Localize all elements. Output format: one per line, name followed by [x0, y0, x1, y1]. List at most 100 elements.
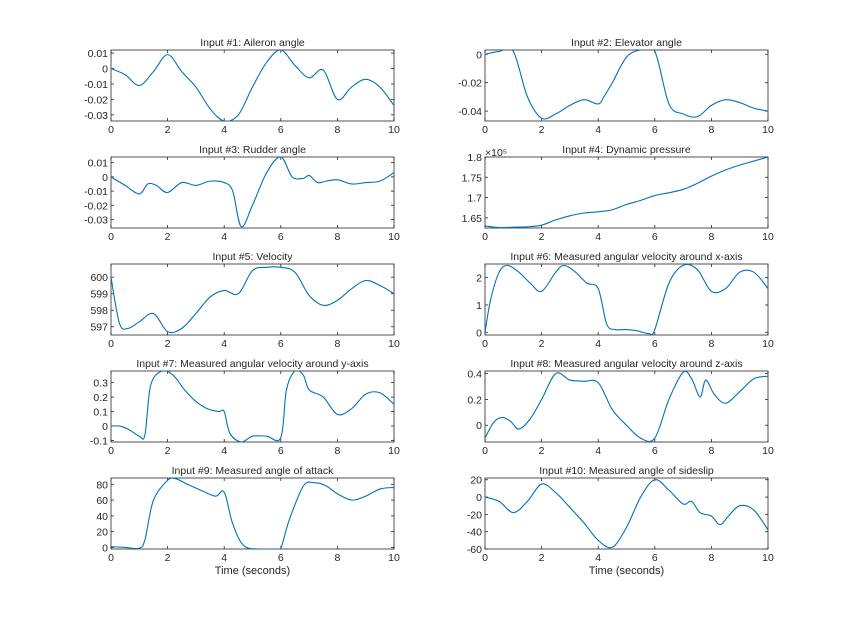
y-tick-label: -0.1 — [90, 436, 108, 448]
axes-frame — [110, 263, 395, 336]
subplot-2: Input #2: Elevator angle 0 2 4 6 8 10 0 -0.02 -0.… — [458, 37, 774, 136]
subplot-4: Input #4: Dynamic pressure 0 2 4 6 8 10 1.8 1.75… — [462, 144, 774, 243]
y-tick-label: 597 — [90, 322, 108, 334]
y-tick-label: -0.03 — [84, 214, 108, 226]
y-tick-label: -0.02 — [84, 94, 108, 106]
x-tick-label: 8 — [708, 338, 714, 350]
axes-frame — [484, 49, 769, 122]
subplot-title: Input #7: Measured angular velocity arou… — [136, 358, 368, 370]
x-tick-label: 10 — [762, 124, 774, 136]
x-tick-label: 2 — [165, 552, 171, 564]
subplot-9: Input #9: Measured angle of attack 0 2 4 6 8 1… — [96, 465, 400, 577]
y-tick-label: 1 — [476, 300, 482, 312]
axes-frame — [484, 370, 769, 443]
x-tick-label: 0 — [482, 124, 488, 136]
x-tick-label: 8 — [334, 124, 340, 136]
x-tick-label: 4 — [221, 552, 227, 564]
y-tick-label: 0.2 — [467, 394, 482, 406]
x-tick-label: 0 — [108, 124, 114, 136]
series-line — [485, 479, 768, 549]
y-tick-label: 0.1 — [93, 407, 108, 419]
x-tick-label: 2 — [165, 445, 171, 457]
subplot-title: Input #8: Measured angular velocity arou… — [510, 358, 742, 370]
subplot-3: Input #3: Rudder angle 0 2 4 6 8 10 0.01 0 -0.01 -… — [84, 144, 400, 243]
x-tick-label: 10 — [762, 338, 774, 350]
y-tick-label: 0 — [476, 420, 482, 432]
y-tick-label: 0 — [476, 327, 482, 339]
series-line — [485, 264, 768, 335]
y-tick-label: 0 — [476, 492, 482, 504]
x-tick-label: 6 — [278, 445, 284, 457]
y-tick-label: 0.01 — [88, 48, 109, 60]
x-tick-label: 6 — [278, 552, 284, 564]
x-tick-label: 8 — [334, 338, 340, 350]
x-tick-label: 10 — [762, 552, 774, 564]
x-tick-label: 2 — [165, 124, 171, 136]
y-tick-label: -0.02 — [458, 78, 482, 90]
x-tick-label: 4 — [221, 338, 227, 350]
x-tick-label: 10 — [388, 445, 400, 457]
subplot-title: Input #1: Aileron angle — [200, 37, 305, 49]
y-tick-label: 1.7 — [467, 193, 482, 205]
x-tick-label: 6 — [652, 552, 658, 564]
series-line — [485, 157, 768, 228]
x-tick-label: 6 — [652, 338, 658, 350]
axes-frame — [110, 477, 395, 550]
x-tick-label: 4 — [595, 338, 601, 350]
axes-frame — [484, 477, 769, 550]
y-tick-label: 60 — [96, 495, 108, 507]
y-tick-label: 2 — [476, 273, 482, 285]
x-tick-label: 0 — [482, 231, 488, 243]
x-tick-label: 4 — [595, 552, 601, 564]
axes-frame — [484, 156, 769, 229]
x-axis-label: Time (seconds) — [589, 565, 664, 577]
x-tick-label: 2 — [539, 552, 545, 564]
subplot-title: Input #4: Dynamic pressure — [562, 144, 691, 156]
y-tick-label: 598 — [90, 305, 108, 317]
y-tick-label: -20 — [467, 509, 482, 521]
y-tick-label: 1.75 — [462, 172, 483, 184]
y-tick-label: 1.65 — [462, 213, 483, 225]
subplot-title: Input #3: Rudder angle — [199, 144, 306, 156]
x-tick-label: 0 — [108, 445, 114, 457]
axes-frame — [110, 49, 395, 122]
x-tick-label: 10 — [762, 445, 774, 457]
x-tick-label: 4 — [595, 445, 601, 457]
y-tick-label: -0.01 — [84, 79, 108, 91]
y-tick-label: 0.3 — [93, 378, 108, 390]
subplot-title: Input #10: Measured angle of sideslip — [539, 465, 714, 477]
x-tick-label: 6 — [652, 445, 658, 457]
series-line — [485, 371, 768, 442]
y-tick-label: 0.4 — [467, 369, 482, 381]
y-tick-label: 1.8 — [467, 152, 482, 164]
x-tick-label: 6 — [278, 124, 284, 136]
x-tick-label: 8 — [334, 552, 340, 564]
series-line — [111, 371, 394, 442]
x-tick-label: 4 — [595, 124, 601, 136]
x-tick-label: 2 — [165, 338, 171, 350]
x-tick-label: 2 — [539, 124, 545, 136]
x-tick-label: 8 — [708, 124, 714, 136]
subplot-title: Input #6: Measured angular velocity arou… — [510, 251, 742, 263]
x-tick-label: 10 — [388, 124, 400, 136]
x-tick-label: 10 — [762, 231, 774, 243]
subplot-title: Input #5: Velocity — [213, 251, 294, 263]
y-tick-label: -0.04 — [458, 106, 482, 118]
x-tick-label: 6 — [278, 338, 284, 350]
series-line — [111, 157, 394, 228]
subplot-title: Input #9: Measured angle of attack — [172, 465, 334, 477]
subplot-10: Input #10: Measured angle of sideslip 0 2 4… — [467, 465, 774, 577]
x-tick-label: 8 — [708, 445, 714, 457]
y-tick-label: 40 — [96, 511, 108, 523]
x-tick-label: 8 — [708, 552, 714, 564]
x-tick-label: 0 — [482, 552, 488, 564]
y-tick-label: -0.03 — [84, 110, 108, 122]
subplot-8: Input #8: Measured angular velocity arou… — [467, 358, 774, 457]
x-tick-label: 6 — [652, 124, 658, 136]
axes-frame — [484, 263, 769, 336]
x-tick-label: 4 — [221, 231, 227, 243]
x-tick-label: 4 — [221, 445, 227, 457]
y-tick-label: 0.2 — [93, 392, 108, 404]
y-tick-label: 0 — [102, 172, 108, 184]
